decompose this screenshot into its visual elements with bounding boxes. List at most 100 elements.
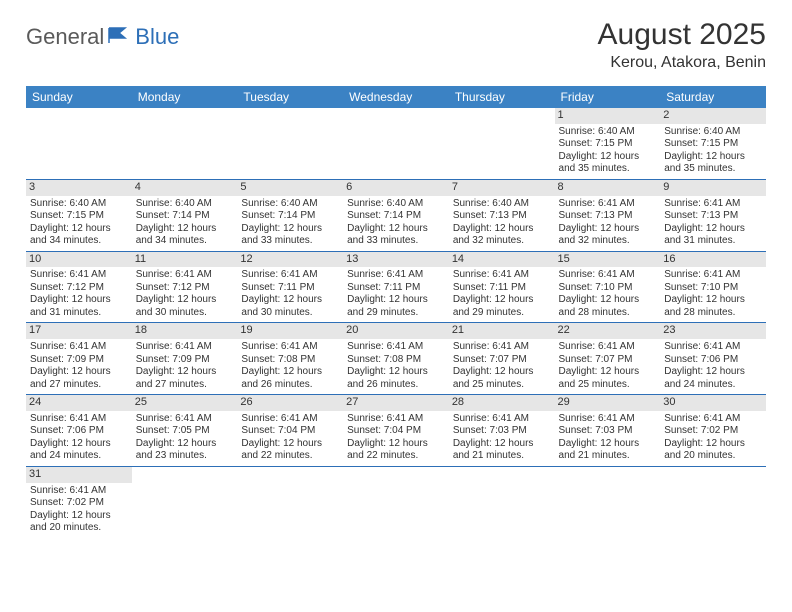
day-number: 20 xyxy=(343,323,449,339)
calendar-day-cell: 9Sunrise: 6:41 AMSunset: 7:13 PMDaylight… xyxy=(660,179,766,251)
calendar-day-cell: 10Sunrise: 6:41 AMSunset: 7:12 PMDayligh… xyxy=(26,251,132,323)
sunrise-line: Sunrise: 6:41 AM xyxy=(347,269,445,282)
sunrise-line: Sunrise: 6:41 AM xyxy=(30,341,128,354)
day-number: 13 xyxy=(343,252,449,268)
calendar-day-cell: 27Sunrise: 6:41 AMSunset: 7:04 PMDayligh… xyxy=(343,395,449,467)
daylight-line: Daylight: 12 hours and 35 minutes. xyxy=(664,151,762,176)
sunset-line: Sunset: 7:09 PM xyxy=(136,354,234,367)
calendar-week-row: 17Sunrise: 6:41 AMSunset: 7:09 PMDayligh… xyxy=(26,323,766,395)
calendar-day-cell: 5Sunrise: 6:40 AMSunset: 7:14 PMDaylight… xyxy=(237,179,343,251)
day-number: 22 xyxy=(555,323,661,339)
calendar-day-cell xyxy=(132,108,238,179)
calendar-day-cell: 22Sunrise: 6:41 AMSunset: 7:07 PMDayligh… xyxy=(555,323,661,395)
sunset-line: Sunset: 7:02 PM xyxy=(664,425,762,438)
sunrise-line: Sunrise: 6:41 AM xyxy=(30,485,128,498)
daylight-line: Daylight: 12 hours and 21 minutes. xyxy=(453,438,551,463)
location: Kerou, Atakora, Benin xyxy=(598,54,766,72)
calendar-day-cell: 15Sunrise: 6:41 AMSunset: 7:10 PMDayligh… xyxy=(555,251,661,323)
day-number: 27 xyxy=(343,395,449,411)
daylight-line: Daylight: 12 hours and 32 minutes. xyxy=(559,223,657,248)
sunrise-line: Sunrise: 6:41 AM xyxy=(664,269,762,282)
daylight-line: Daylight: 12 hours and 34 minutes. xyxy=(30,223,128,248)
calendar-day-cell: 31Sunrise: 6:41 AMSunset: 7:02 PMDayligh… xyxy=(26,466,132,537)
daylight-line: Daylight: 12 hours and 27 minutes. xyxy=(136,366,234,391)
sunset-line: Sunset: 7:12 PM xyxy=(30,282,128,295)
day-number: 8 xyxy=(555,180,661,196)
day-header: Monday xyxy=(132,86,238,108)
day-header: Thursday xyxy=(449,86,555,108)
calendar-table: SundayMondayTuesdayWednesdayThursdayFrid… xyxy=(26,86,766,538)
sunset-line: Sunset: 7:09 PM xyxy=(30,354,128,367)
calendar-week-row: 31Sunrise: 6:41 AMSunset: 7:02 PMDayligh… xyxy=(26,466,766,537)
sunrise-line: Sunrise: 6:40 AM xyxy=(664,126,762,139)
day-number: 21 xyxy=(449,323,555,339)
daylight-line: Daylight: 12 hours and 22 minutes. xyxy=(241,438,339,463)
day-number: 12 xyxy=(237,252,343,268)
sunset-line: Sunset: 7:06 PM xyxy=(30,425,128,438)
day-number: 31 xyxy=(26,467,132,483)
sunset-line: Sunset: 7:11 PM xyxy=(453,282,551,295)
daylight-line: Daylight: 12 hours and 30 minutes. xyxy=(241,294,339,319)
sunset-line: Sunset: 7:14 PM xyxy=(241,210,339,223)
day-number: 19 xyxy=(237,323,343,339)
sunset-line: Sunset: 7:05 PM xyxy=(136,425,234,438)
daylight-line: Daylight: 12 hours and 25 minutes. xyxy=(559,366,657,391)
calendar-day-cell xyxy=(237,108,343,179)
month-title: August 2025 xyxy=(598,18,766,52)
day-header: Tuesday xyxy=(237,86,343,108)
calendar-head: SundayMondayTuesdayWednesdayThursdayFrid… xyxy=(26,86,766,108)
day-header: Saturday xyxy=(660,86,766,108)
calendar-day-cell xyxy=(26,108,132,179)
day-number: 24 xyxy=(26,395,132,411)
calendar-week-row: 24Sunrise: 6:41 AMSunset: 7:06 PMDayligh… xyxy=(26,395,766,467)
sunrise-line: Sunrise: 6:40 AM xyxy=(241,198,339,211)
sunset-line: Sunset: 7:13 PM xyxy=(453,210,551,223)
daylight-line: Daylight: 12 hours and 29 minutes. xyxy=(453,294,551,319)
day-number: 3 xyxy=(26,180,132,196)
sunrise-line: Sunrise: 6:41 AM xyxy=(136,413,234,426)
calendar-day-cell: 7Sunrise: 6:40 AMSunset: 7:13 PMDaylight… xyxy=(449,179,555,251)
calendar-day-cell xyxy=(555,466,661,537)
daylight-line: Daylight: 12 hours and 34 minutes. xyxy=(136,223,234,248)
daylight-line: Daylight: 12 hours and 26 minutes. xyxy=(347,366,445,391)
sunset-line: Sunset: 7:12 PM xyxy=(136,282,234,295)
day-number: 14 xyxy=(449,252,555,268)
day-number: 29 xyxy=(555,395,661,411)
day-number: 15 xyxy=(555,252,661,268)
calendar-day-cell: 28Sunrise: 6:41 AMSunset: 7:03 PMDayligh… xyxy=(449,395,555,467)
day-number: 2 xyxy=(660,108,766,124)
daylight-line: Daylight: 12 hours and 30 minutes. xyxy=(136,294,234,319)
sunrise-line: Sunrise: 6:41 AM xyxy=(30,413,128,426)
sunset-line: Sunset: 7:13 PM xyxy=(664,210,762,223)
sunrise-line: Sunrise: 6:40 AM xyxy=(136,198,234,211)
sunrise-line: Sunrise: 6:41 AM xyxy=(664,413,762,426)
day-number: 9 xyxy=(660,180,766,196)
calendar-day-cell: 17Sunrise: 6:41 AMSunset: 7:09 PMDayligh… xyxy=(26,323,132,395)
sunset-line: Sunset: 7:10 PM xyxy=(559,282,657,295)
calendar-day-cell: 16Sunrise: 6:41 AMSunset: 7:10 PMDayligh… xyxy=(660,251,766,323)
sunrise-line: Sunrise: 6:41 AM xyxy=(30,269,128,282)
sunrise-line: Sunrise: 6:41 AM xyxy=(453,341,551,354)
daylight-line: Daylight: 12 hours and 25 minutes. xyxy=(453,366,551,391)
logo-text-general: General xyxy=(26,24,104,50)
sunset-line: Sunset: 7:08 PM xyxy=(241,354,339,367)
sunset-line: Sunset: 7:11 PM xyxy=(347,282,445,295)
calendar-day-cell: 26Sunrise: 6:41 AMSunset: 7:04 PMDayligh… xyxy=(237,395,343,467)
calendar-day-cell: 18Sunrise: 6:41 AMSunset: 7:09 PMDayligh… xyxy=(132,323,238,395)
calendar-day-cell: 20Sunrise: 6:41 AMSunset: 7:08 PMDayligh… xyxy=(343,323,449,395)
daylight-line: Daylight: 12 hours and 23 minutes. xyxy=(136,438,234,463)
logo: General Blue xyxy=(26,18,179,50)
day-number: 6 xyxy=(343,180,449,196)
daylight-line: Daylight: 12 hours and 32 minutes. xyxy=(453,223,551,248)
calendar-day-cell: 1Sunrise: 6:40 AMSunset: 7:15 PMDaylight… xyxy=(555,108,661,179)
sunset-line: Sunset: 7:04 PM xyxy=(347,425,445,438)
calendar-day-cell: 19Sunrise: 6:41 AMSunset: 7:08 PMDayligh… xyxy=(237,323,343,395)
sunset-line: Sunset: 7:08 PM xyxy=(347,354,445,367)
daylight-line: Daylight: 12 hours and 33 minutes. xyxy=(347,223,445,248)
day-number: 23 xyxy=(660,323,766,339)
daylight-line: Daylight: 12 hours and 20 minutes. xyxy=(30,510,128,535)
daylight-line: Daylight: 12 hours and 20 minutes. xyxy=(664,438,762,463)
day-number: 7 xyxy=(449,180,555,196)
day-number: 30 xyxy=(660,395,766,411)
calendar-day-cell: 8Sunrise: 6:41 AMSunset: 7:13 PMDaylight… xyxy=(555,179,661,251)
